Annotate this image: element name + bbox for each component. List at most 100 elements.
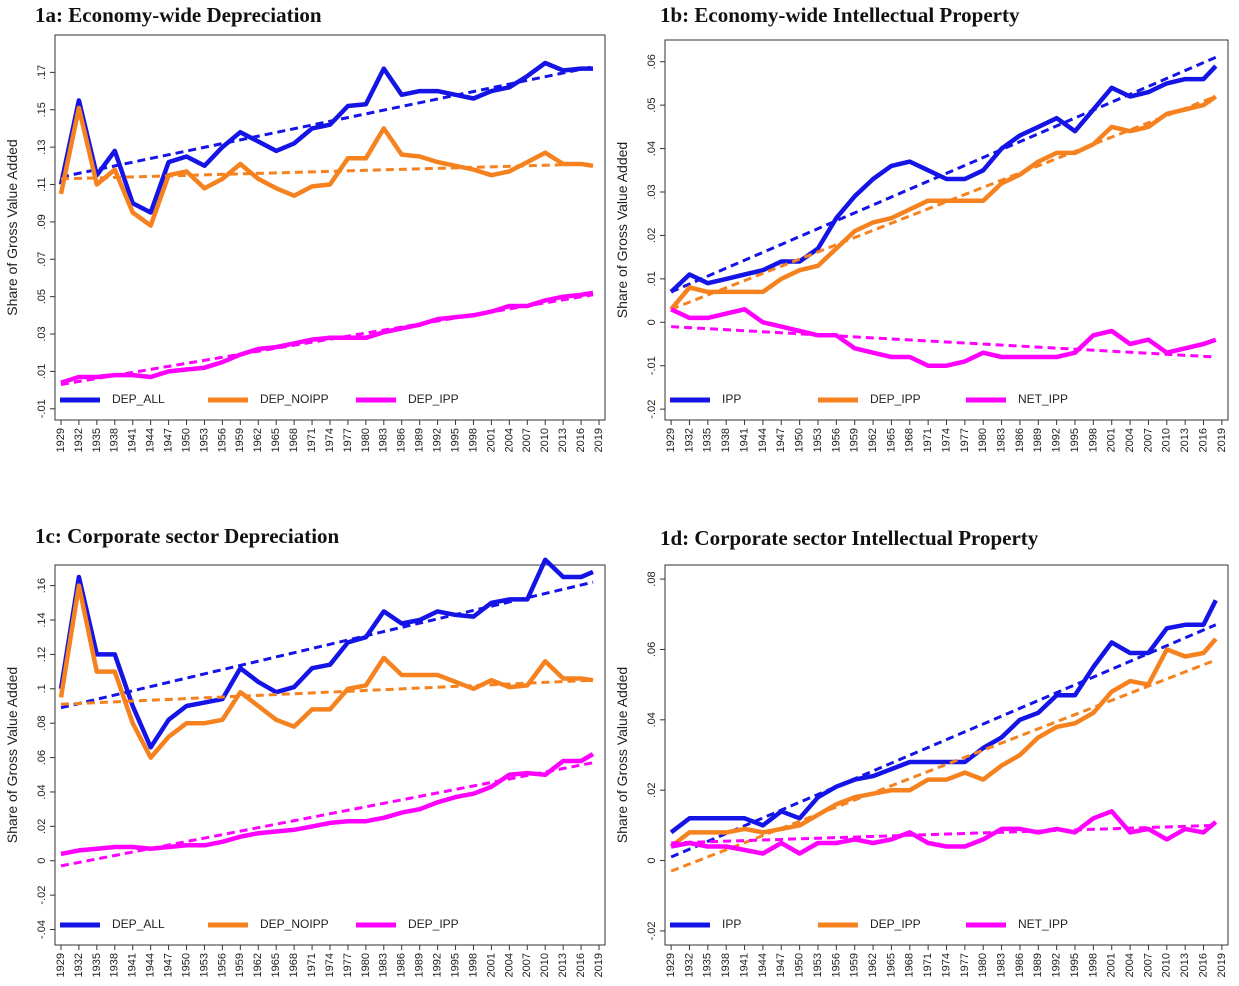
legend-label: DEP_ALL [112, 917, 165, 931]
y-tick-label: .05 [646, 97, 658, 112]
series-line [669, 94, 1218, 311]
x-tick-label: 1938 [109, 428, 121, 452]
x-tick-label: 1968 [904, 428, 916, 452]
panel-title: 1b: Economy-wide Intellectual Property [660, 3, 1020, 27]
x-tick-label: 1992 [1051, 428, 1063, 452]
series-line [58, 105, 594, 228]
x-tick-label: 1986 [396, 428, 408, 452]
x-tick-label: 1986 [1014, 953, 1026, 977]
y-axis-label: Share of Gross Value Added [614, 142, 630, 318]
x-tick-label: 1941 [127, 428, 139, 452]
x-tick-label: 1959 [234, 953, 246, 977]
x-tick-label: 1944 [145, 428, 157, 452]
trend-line [60, 678, 594, 706]
panel: 1d: Corporate sector Intellectual Proper… [614, 526, 1229, 977]
x-tick-label: 1968 [288, 428, 300, 452]
x-tick-label: 1935 [91, 428, 103, 452]
legend-label: DEP_IPP [870, 917, 921, 931]
x-tick-label: 1944 [145, 953, 157, 977]
y-tick-label: .09 [36, 214, 48, 229]
panel-title: 1d: Corporate sector Intellectual Proper… [660, 526, 1039, 550]
y-tick-label: .01 [646, 271, 658, 286]
x-tick-label: 1977 [959, 953, 971, 977]
x-tick-label: 1992 [1051, 953, 1063, 977]
x-tick-label: 1935 [702, 953, 714, 977]
legend-label: NET_IPP [1018, 917, 1068, 931]
x-tick-label: 1956 [830, 428, 842, 452]
x-tick-label: 1986 [1014, 428, 1026, 452]
trend-line [671, 823, 1216, 845]
x-tick-label: 1977 [342, 953, 354, 977]
y-tick-label: .14 [36, 612, 48, 627]
trend-line [60, 761, 594, 868]
legend-label: IPP [722, 917, 741, 931]
x-tick-label: 1965 [270, 428, 282, 452]
x-tick-label: 1941 [738, 428, 750, 452]
x-tick-label: 1989 [1032, 428, 1044, 452]
x-tick-label: 1941 [738, 953, 750, 977]
y-tick-label: .08 [646, 571, 658, 586]
trend-line [670, 623, 1217, 859]
y-tick-label: .04 [646, 712, 658, 727]
series-line [60, 290, 594, 385]
x-tick-label: 1998 [467, 428, 479, 452]
series-line [60, 752, 595, 857]
x-tick-label: 1929 [665, 953, 677, 977]
x-tick-label: 1974 [324, 953, 336, 977]
x-tick-label: 1932 [73, 428, 85, 452]
x-tick-label: 1956 [216, 953, 228, 977]
x-tick-label: 2016 [1197, 953, 1209, 977]
x-tick-label: 1971 [306, 428, 318, 452]
y-tick-label: .11 [36, 177, 48, 191]
x-tick-label: 1962 [252, 953, 264, 977]
x-tick-label: 2010 [1161, 953, 1173, 977]
x-tick-label: 1929 [55, 953, 67, 977]
x-tick-label: 1935 [702, 428, 714, 452]
series-line [58, 60, 593, 215]
x-tick-label: 1974 [324, 428, 336, 452]
x-tick-label: 1983 [378, 953, 390, 977]
y-tick-label: .13 [36, 139, 48, 154]
series-line [669, 64, 1218, 294]
y-tick-label: .06 [646, 54, 658, 69]
x-tick-label: 1953 [198, 428, 210, 452]
x-tick-label: 1947 [775, 953, 787, 977]
x-tick-label: 1950 [794, 428, 806, 452]
y-tick-label: .02 [646, 228, 658, 243]
trend-line [670, 658, 1217, 873]
x-tick-label: 1992 [432, 953, 444, 977]
legend-label: DEP_ALL [112, 392, 165, 406]
x-tick-label: 1947 [162, 953, 174, 977]
y-tick-label: -.01 [646, 356, 658, 375]
y-tick-label: .01 [36, 364, 48, 379]
x-tick-label: 1962 [252, 428, 264, 452]
x-tick-label: 2007 [521, 428, 533, 452]
x-tick-label: 1998 [467, 953, 479, 977]
x-tick-label: 1950 [180, 953, 192, 977]
x-tick-label: 1950 [180, 428, 192, 452]
plot-frame [54, 34, 606, 421]
x-tick-label: 1935 [91, 953, 103, 977]
panel-title: 1a: Economy-wide Depreciation [35, 3, 322, 27]
x-tick-label: 1932 [683, 428, 695, 452]
x-tick-label: 1953 [198, 953, 210, 977]
x-tick-label: 1998 [1087, 953, 1099, 977]
x-tick-label: 2013 [557, 953, 569, 977]
y-tick-label: .06 [646, 642, 658, 657]
plot-frame [664, 39, 1229, 421]
x-tick-label: 2016 [1197, 428, 1209, 452]
y-tick-label: .02 [36, 819, 48, 834]
trend-line [60, 162, 594, 181]
series-line [670, 307, 1217, 368]
x-tick-label: 1950 [794, 953, 806, 977]
x-tick-label: 1965 [270, 953, 282, 977]
x-tick-label: 1953 [812, 428, 824, 452]
y-tick-label: .03 [36, 326, 48, 341]
x-tick-label: 2007 [1142, 953, 1154, 977]
y-tick-label: -.02 [36, 886, 48, 905]
x-tick-label: 2013 [1179, 953, 1191, 977]
plot-frame [54, 564, 606, 946]
x-tick-label: 1965 [885, 428, 897, 452]
x-tick-label: 2004 [1124, 428, 1136, 452]
